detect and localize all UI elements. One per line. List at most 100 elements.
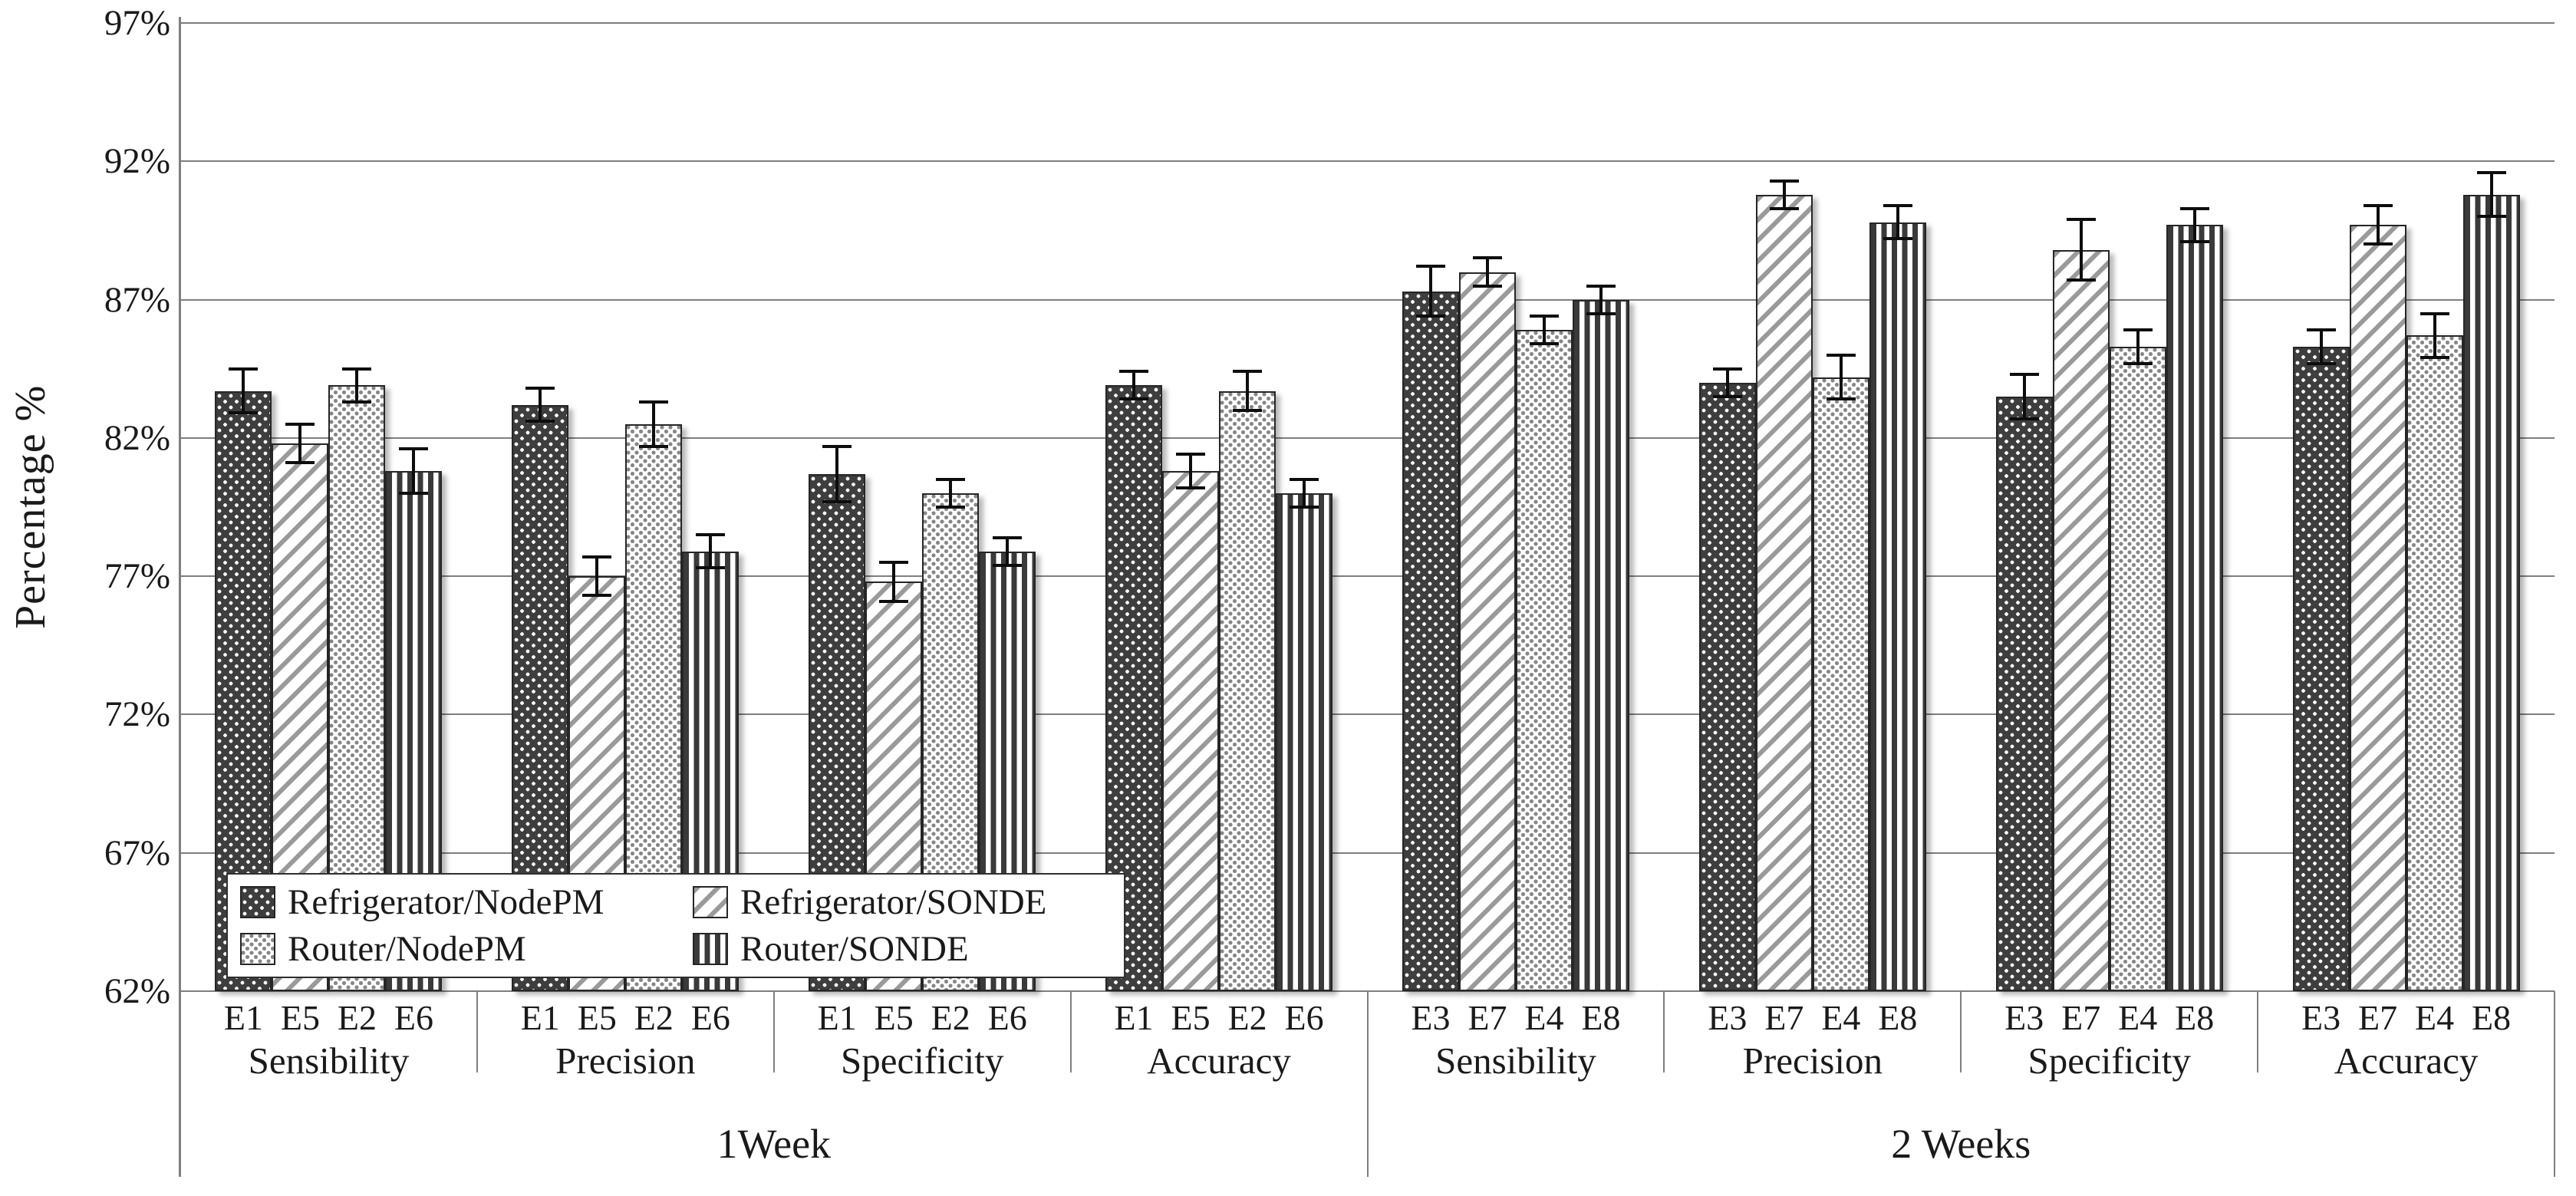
error-bar-cap-top xyxy=(285,422,315,426)
error-bar-cap-top xyxy=(2123,328,2153,332)
gridline-72% xyxy=(180,713,2555,716)
error-bar-line xyxy=(709,535,713,568)
bar-sublabel: E3 xyxy=(1411,998,1451,1037)
bar-sublabel: E8 xyxy=(2175,998,2215,1037)
error-bar-line xyxy=(949,479,953,507)
legend-label: Refrigerator/SONDE xyxy=(740,882,1047,923)
bar-sublabel: E5 xyxy=(1171,998,1211,1037)
metric-label-sensibility: Sensibility xyxy=(248,1039,410,1082)
bar xyxy=(1515,330,1573,991)
error-bar-line xyxy=(1428,266,1432,317)
y-tick-92: 92% xyxy=(104,141,170,181)
bar xyxy=(1276,493,1333,991)
bar xyxy=(1755,194,1813,991)
metric-label-accuracy: Accuracy xyxy=(2334,1039,2479,1082)
error-bar-cap-top xyxy=(399,447,429,451)
bar xyxy=(1458,272,1516,991)
y-axis-line xyxy=(179,17,181,1177)
bar-sublabels: E1 E5 E2 E6 xyxy=(1105,997,1332,1038)
error-bar-line xyxy=(835,446,839,502)
bar xyxy=(2052,249,2110,991)
legend-label: Router/SONDE xyxy=(740,928,969,969)
y-tick-87: 87% xyxy=(104,280,170,320)
error-bar-line xyxy=(892,562,896,601)
error-bar-cap-top xyxy=(582,555,612,558)
bar-sublabel: E4 xyxy=(1524,998,1564,1037)
bar-sublabels: E3 E7 E4 E8 xyxy=(2293,997,2520,1038)
y-axis-title: Percentage % xyxy=(7,384,54,630)
error-bar-line xyxy=(298,423,302,463)
bar-sublabel: E3 xyxy=(2301,998,2341,1037)
metric-label-specificity: Specificity xyxy=(2028,1039,2191,1082)
bar-sublabel: E8 xyxy=(1878,998,1918,1037)
error-bar-line xyxy=(1599,285,1603,314)
error-bar-cap-bottom xyxy=(1769,206,1799,210)
error-bar-cap-top xyxy=(2066,218,2096,221)
error-bar-line xyxy=(1246,371,1250,410)
bar xyxy=(1812,377,1869,991)
y-tick-82: 82% xyxy=(104,418,170,458)
error-bar-cap-bottom xyxy=(1712,394,1742,398)
error-bar-line xyxy=(2079,219,2083,281)
error-bar-cap-bottom xyxy=(342,400,372,404)
error-bar-cap-bottom xyxy=(1415,315,1445,318)
error-bar-cap-top xyxy=(993,535,1023,539)
error-bar-cap-top xyxy=(2420,311,2449,315)
bar-sublabel: E4 xyxy=(2118,998,2158,1037)
error-bar-cap-bottom xyxy=(2066,278,2096,282)
bar-sublabel: E8 xyxy=(2472,998,2512,1037)
error-bar-line xyxy=(2192,208,2196,242)
bar-sublabel: E6 xyxy=(1284,998,1324,1037)
error-bar-cap-bottom xyxy=(1472,284,1502,288)
error-bar-cap-bottom xyxy=(525,420,555,423)
gridline-87% xyxy=(180,298,2555,301)
error-bar-cap-top xyxy=(1472,256,1502,260)
error-bar-line xyxy=(1303,479,1306,507)
error-bar-cap-bottom xyxy=(1826,397,1856,401)
bar-sublabel: E1 xyxy=(520,998,560,1037)
error-bar-cap-bottom xyxy=(1290,506,1319,509)
error-bar-cap-top xyxy=(2306,328,2336,332)
error-bar-line xyxy=(1782,180,1786,209)
error-bar-cap-bottom xyxy=(399,491,429,495)
metric-label-accuracy: Accuracy xyxy=(1147,1039,1291,1082)
diagonal-stripes-swatch-icon xyxy=(693,886,728,919)
bar-sublabel: E3 xyxy=(2004,998,2044,1037)
error-bar-cap-top xyxy=(1712,367,1742,371)
error-bar-line xyxy=(1132,371,1136,400)
error-bar-cap-bottom xyxy=(229,411,259,415)
error-bar-cap-top xyxy=(1290,477,1319,481)
error-bar-cap-top xyxy=(229,367,259,371)
week-boundary-tick xyxy=(180,991,181,1177)
error-bar-cap-bottom xyxy=(936,506,966,509)
error-bar-line xyxy=(2433,313,2436,358)
bar-sublabel: E5 xyxy=(280,998,320,1037)
bar xyxy=(2166,225,2223,991)
bar-sublabel: E6 xyxy=(987,998,1027,1037)
error-bar-line xyxy=(355,368,359,402)
error-bar-line xyxy=(595,556,599,596)
error-bar-cap-top xyxy=(1826,353,1856,357)
error-bar-cap-top xyxy=(1176,453,1206,456)
group-boundary-tick xyxy=(2257,991,2259,1072)
metric-label-precision: Precision xyxy=(555,1039,696,1082)
error-bar-cap-top xyxy=(2476,170,2506,174)
legend-entry-refrigerator-nodepm: Refrigerator/NodePM xyxy=(240,881,693,923)
bar-sublabel: E1 xyxy=(223,998,263,1037)
error-bar-cap-bottom xyxy=(879,599,909,603)
y-tick-72: 72% xyxy=(104,694,170,734)
error-bar-line xyxy=(2136,330,2140,364)
legend-label: Refrigerator/NodePM xyxy=(288,882,604,923)
error-bar-line xyxy=(1839,354,1843,400)
legend-label: Router/NodePM xyxy=(288,928,526,969)
bar xyxy=(1572,299,1629,991)
error-bar-line xyxy=(539,387,542,422)
legend: Refrigerator/NodePM Refrigerator/SONDE R… xyxy=(226,873,1125,978)
error-bar-cap-bottom xyxy=(2420,356,2449,360)
error-bar-cap-bottom xyxy=(1883,237,1912,241)
error-bar-line xyxy=(2489,172,2493,217)
bar xyxy=(2349,225,2406,991)
bar-sublabel: E2 xyxy=(337,998,377,1037)
vertical-stripes-swatch-icon xyxy=(693,932,728,965)
